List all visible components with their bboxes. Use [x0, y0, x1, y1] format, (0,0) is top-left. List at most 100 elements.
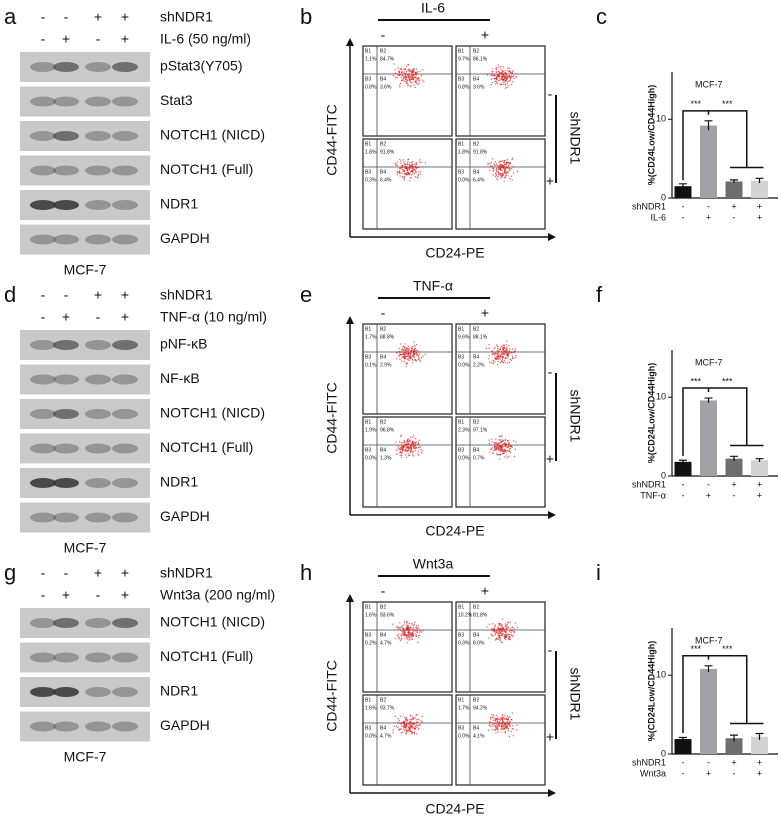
event-dot — [509, 358, 511, 361]
event-dot — [402, 161, 405, 163]
event-dot — [497, 631, 499, 633]
event-dot — [492, 714, 495, 716]
event-dot — [494, 83, 497, 85]
quadrant-name: B2 — [473, 419, 479, 425]
y-axis-label: %(CD24Low/CD44High) — [646, 363, 656, 464]
event-dot — [415, 80, 417, 83]
event-dot — [398, 445, 400, 448]
event-dot — [504, 163, 507, 165]
blot-band — [112, 652, 138, 663]
event-dot — [405, 167, 407, 170]
event-dot — [496, 75, 498, 78]
event-dot — [419, 448, 422, 451]
event-dot — [410, 445, 412, 447]
blot-band — [112, 618, 138, 628]
event-dot — [500, 164, 503, 166]
quadrant-name: B2 — [380, 141, 386, 147]
event-dot — [514, 348, 516, 350]
quadrant-percent: 3.6% — [473, 84, 485, 90]
blot-band — [112, 340, 138, 350]
event-dot — [418, 637, 420, 639]
condition-label: IL-6 (50 ng/ml) — [160, 31, 251, 47]
event-dot — [505, 634, 508, 636]
event-dot — [500, 441, 502, 444]
event-dot — [415, 626, 417, 629]
event-dot — [493, 348, 495, 350]
event-dot — [500, 160, 503, 163]
condition-label: shNDR1 — [160, 9, 213, 25]
event-dot — [407, 172, 410, 174]
event-dot — [404, 67, 407, 70]
event-dot — [506, 715, 509, 717]
event-dot — [400, 71, 403, 73]
event-dot — [419, 360, 421, 363]
band-label: NDR1 — [160, 196, 198, 212]
event-dot — [399, 352, 401, 354]
event-dot — [492, 158, 494, 160]
blot-band — [112, 165, 138, 176]
quadrant-name: B2 — [380, 326, 386, 332]
event-dot — [406, 716, 408, 719]
event-dot — [414, 86, 417, 89]
event-dot — [510, 452, 512, 454]
event-dot — [495, 172, 497, 175]
event-dot — [494, 160, 496, 163]
quadrant-percent: 96.8% — [380, 427, 395, 433]
event-dot — [413, 68, 415, 70]
event-dot — [406, 164, 409, 166]
condition-sign: - — [96, 309, 101, 325]
event-dot — [410, 167, 413, 169]
event-dot — [490, 74, 492, 77]
event-dot — [502, 632, 504, 635]
event-dot — [407, 729, 409, 731]
event-dot — [495, 445, 498, 448]
blot-band — [30, 652, 56, 663]
quadrant-name: B3 — [458, 169, 464, 175]
event-dot — [417, 725, 419, 727]
event-dot — [501, 69, 503, 71]
event-dot — [491, 351, 494, 353]
event-dot — [400, 732, 402, 734]
event-dot — [496, 720, 499, 723]
blot-band — [53, 165, 79, 176]
event-dot — [407, 158, 409, 161]
event-dot — [401, 73, 403, 76]
group-sign: + — [546, 729, 554, 745]
event-dot — [397, 628, 399, 631]
event-dot — [393, 725, 396, 727]
event-dot — [499, 453, 502, 456]
condition-sign: - — [41, 309, 46, 325]
event-dot — [415, 628, 417, 631]
condition-sign: + — [757, 768, 762, 778]
bar — [700, 668, 717, 754]
event-dot — [512, 629, 515, 631]
event-dot — [399, 454, 401, 457]
event-dot — [502, 726, 504, 728]
event-dot — [485, 347, 488, 350]
event-dot — [505, 625, 507, 627]
event-dot — [420, 161, 422, 164]
event-dot — [420, 631, 423, 633]
event-dot — [411, 633, 413, 635]
quadrant-percent: 8.0% — [473, 640, 485, 646]
event-dot — [408, 626, 410, 628]
event-dot — [406, 637, 408, 639]
event-dot — [413, 341, 415, 343]
event-dot — [509, 638, 511, 640]
event-dot — [498, 162, 500, 164]
blot-band — [85, 409, 111, 419]
event-dot — [508, 735, 511, 738]
event-dot — [504, 726, 506, 729]
event-dot — [411, 444, 413, 447]
event-dot — [496, 454, 499, 456]
event-dot — [409, 728, 411, 730]
flow-plot — [455, 138, 546, 230]
event-dot — [405, 173, 407, 176]
event-dot — [506, 76, 509, 79]
blot-band — [85, 234, 111, 245]
event-dot — [414, 443, 417, 446]
blot-strip — [20, 121, 150, 151]
event-dot — [506, 354, 509, 357]
event-dot — [402, 446, 404, 448]
event-dot — [498, 637, 501, 639]
